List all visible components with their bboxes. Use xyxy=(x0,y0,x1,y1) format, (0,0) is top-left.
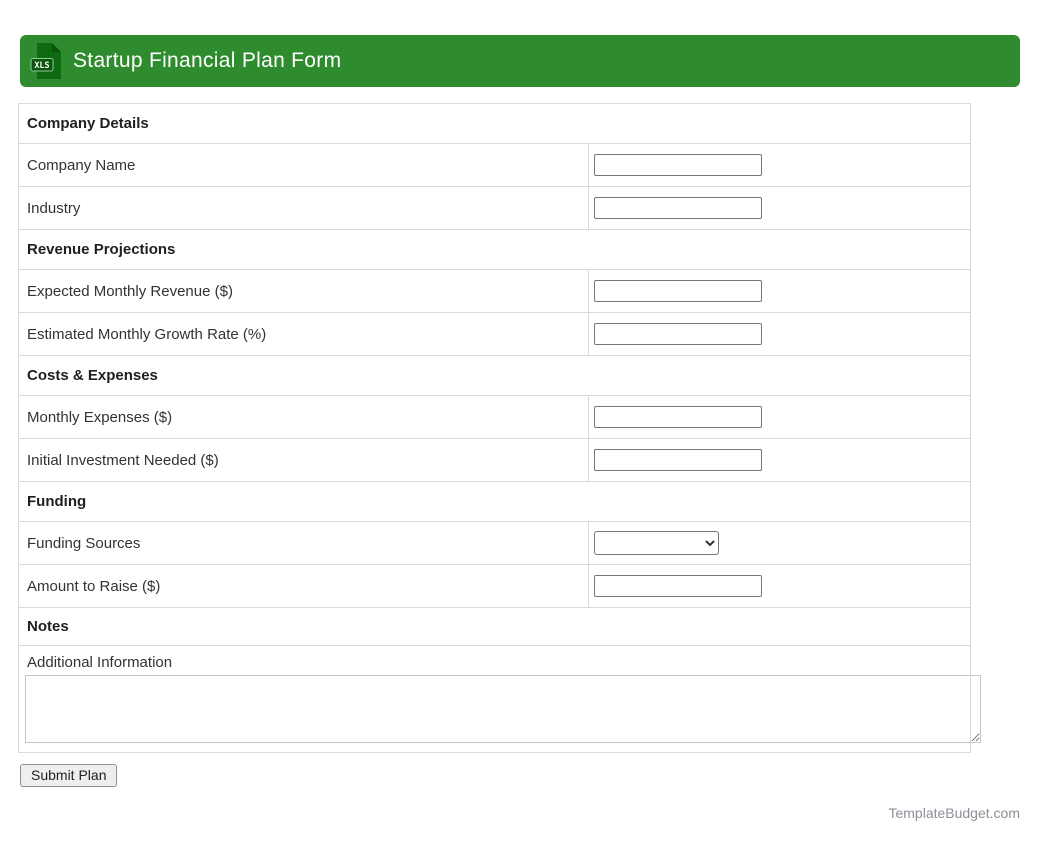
page-title: Startup Financial Plan Form xyxy=(73,49,342,72)
field-label: Funding Sources xyxy=(18,521,589,565)
section-heading: Notes xyxy=(17,607,972,646)
field-label: Initial Investment Needed ($) xyxy=(18,438,589,482)
section-row-revenue-projections: Revenue Projections xyxy=(17,229,972,270)
field-row-funding-sources: Funding Sources xyxy=(18,521,972,565)
xls-file-icon: XLS xyxy=(30,43,61,79)
section-row-funding: Funding xyxy=(17,481,972,522)
field-row-expected-monthly-revenue: Expected Monthly Revenue ($) xyxy=(18,269,972,313)
field-label: Estimated Monthly Growth Rate (%) xyxy=(18,312,589,356)
company-name-input[interactable] xyxy=(594,154,762,176)
footer-brand-text: TemplateBudget.com xyxy=(888,805,1020,821)
field-row-monthly-expenses: Monthly Expenses ($) xyxy=(18,395,972,439)
monthly-expenses-input[interactable] xyxy=(594,406,762,428)
field-label: Additional Information xyxy=(27,654,173,671)
section-row-company-details: Company Details xyxy=(17,103,972,144)
field-row-growth-rate: Estimated Monthly Growth Rate (%) xyxy=(18,312,972,356)
submit-plan-button[interactable]: Submit Plan xyxy=(20,764,118,787)
section-heading: Revenue Projections xyxy=(17,229,972,270)
amount-to-raise-input[interactable] xyxy=(594,575,762,597)
section-heading: Company Details xyxy=(17,103,972,144)
field-row-initial-investment: Initial Investment Needed ($) xyxy=(18,438,972,482)
field-row-additional-information: Additional Information xyxy=(17,645,981,753)
section-heading: Funding xyxy=(17,481,972,522)
industry-input[interactable] xyxy=(594,197,762,219)
additional-information-textarea[interactable] xyxy=(25,675,981,743)
section-row-notes: Notes xyxy=(17,607,972,646)
field-label: Industry xyxy=(18,186,589,230)
financial-plan-form-table: Company Details Company Name Industry Re… xyxy=(17,103,981,753)
growth-rate-input[interactable] xyxy=(594,323,762,345)
field-row-industry: Industry xyxy=(18,186,972,230)
field-row-amount-to-raise: Amount to Raise ($) xyxy=(18,564,972,608)
field-row-company-name: Company Name xyxy=(18,143,972,187)
field-label: Expected Monthly Revenue ($) xyxy=(18,269,589,313)
funding-sources-select[interactable] xyxy=(594,531,719,555)
expected-monthly-revenue-input[interactable] xyxy=(594,280,762,302)
initial-investment-input[interactable] xyxy=(594,449,762,471)
field-label: Amount to Raise ($) xyxy=(18,564,589,608)
header-bar: XLS Startup Financial Plan Form xyxy=(20,35,1020,87)
svg-text:XLS: XLS xyxy=(34,61,49,71)
field-label: Monthly Expenses ($) xyxy=(18,395,589,439)
field-label: Company Name xyxy=(18,143,589,187)
section-row-costs-expenses: Costs & Expenses xyxy=(17,355,972,396)
section-heading: Costs & Expenses xyxy=(17,355,972,396)
